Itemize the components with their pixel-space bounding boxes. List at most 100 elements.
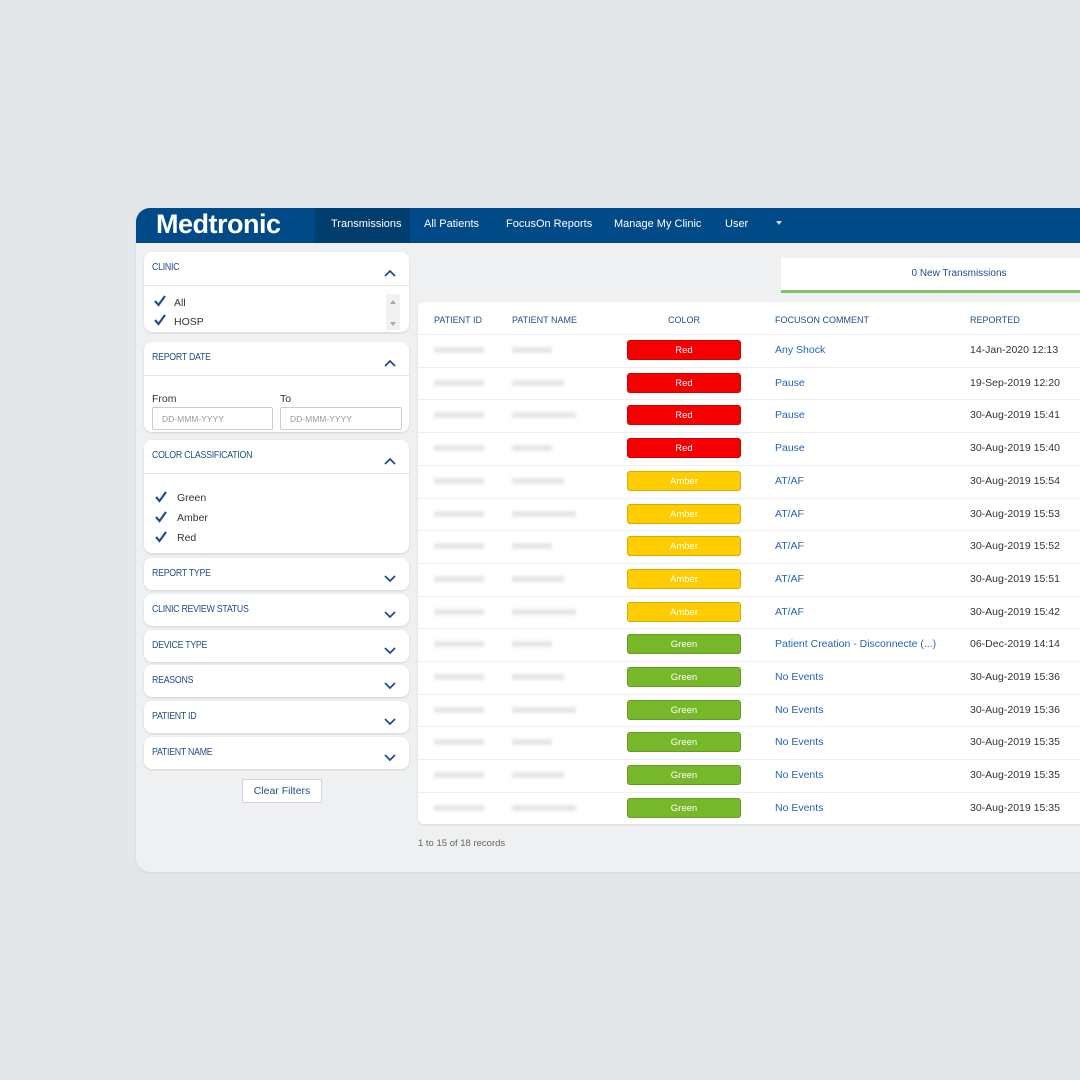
blurred-name [512,510,576,517]
color-badge: Green [627,797,741,818]
badge-label: Amber [670,541,698,553]
date-input[interactable]: DD-MMM-YYYY [280,407,402,430]
blurred-id [434,706,484,713]
panel-title: REASONS [152,675,194,686]
blurred-name [512,706,576,713]
comment[interactable]: AT/AF [775,540,804,553]
filter-panel[interactable]: REASONS [144,665,409,697]
checkbox [154,530,168,549]
panel-title: CLINIC REVIEW STATUS [152,604,249,615]
blurred-id [434,477,484,484]
color-badge: Green [627,732,741,753]
scroll-down [390,322,396,326]
comment[interactable]: No Events [775,736,824,749]
comment[interactable]: Patient Creation - Disconnecte (...) [775,638,937,651]
filter-panel[interactable]: CLINIC All HOSP [144,252,409,332]
column-header[interactable]: PATIENT NAME [512,315,578,325]
nav-item[interactable]: All Patients [424,218,480,230]
nav-item[interactable]: User [725,218,749,230]
nav-item[interactable]: FocusOn Reports [506,218,593,230]
filter-panel[interactable]: REPORT DATE From To DD-MMM-YYYY DD-MMM-YYYY [144,342,409,432]
checkbox-label: HOSP [174,316,204,328]
row-divider [418,628,1080,630]
comment[interactable]: No Events [775,769,824,782]
app-window: Medtronic Transmissions All Patients FocusO… [136,208,1080,872]
blurred-name [512,575,564,582]
checkbox-label: Green [177,492,207,504]
checkbox [154,510,168,529]
comment[interactable]: AT/AF [775,605,804,618]
row-divider [418,399,1080,401]
nav-item[interactable]: Transmissions [331,218,402,230]
badge-label: Green [670,737,698,749]
logo: Medtronic [156,209,281,239]
blurred-id [434,347,484,353]
nav-item[interactable]: Manage My Clinic [614,218,702,230]
reported: 30-Aug-2019 15:40 [970,442,1060,455]
column-header[interactable]: FOCUSON COMMENT [775,315,869,325]
panel-title: COLOR CLASSIFICATION [152,450,253,461]
filter-panel[interactable]: CLINIC REVIEW STATUS [144,594,409,626]
reported: 30-Aug-2019 15:41 [970,409,1060,422]
row-divider [418,497,1080,499]
blurred-name [512,379,564,386]
comment[interactable]: Pause [775,376,805,389]
reported: 30-Aug-2019 15:35 [970,801,1060,814]
row-divider [418,759,1080,761]
record-count: 1 to 15 of 18 records [418,838,506,849]
checkbox-label: Red [177,532,197,544]
nav-active-bg [315,208,410,243]
blurred-name [512,641,552,648]
column-header[interactable]: COLOR [667,315,700,325]
comment[interactable]: AT/AF [775,572,804,585]
filter-panel[interactable]: REPORT TYPE [144,558,409,590]
reported: 30-Aug-2019 15:35 [970,736,1060,749]
badge-label: Amber [670,606,698,618]
transmissions-tab[interactable]: 0 New Transmissions [781,258,1080,293]
reported: 30-Aug-2019 15:52 [970,540,1060,553]
filter-panel[interactable]: DEVICE TYPE [144,630,409,662]
reported: 30-Aug-2019 15:53 [970,507,1060,520]
blurred-id [434,575,484,582]
comment[interactable]: AT/AF [775,507,804,520]
chevron-down [384,677,396,695]
top-nav: Medtronic Transmissions All Patients FocusO… [136,208,1080,243]
panel-title: PATIENT NAME [152,747,213,758]
button-label: Clear Filters [253,785,311,797]
divider [144,285,409,286]
chevron-down [384,749,396,767]
column-header[interactable]: PATIENT ID [434,315,483,325]
column-header[interactable]: REPORTED [970,315,1020,325]
panel-title: CLINIC [152,262,180,273]
color-badge: Amber [627,601,741,622]
comment[interactable]: No Events [775,703,824,716]
blurred-name [512,477,564,484]
filter-panel[interactable]: PATIENT NAME [144,737,409,769]
comment[interactable]: Pause [775,409,805,422]
comment[interactable]: AT/AF [775,474,804,487]
reported: 30-Aug-2019 15:42 [970,605,1060,618]
scrollbar [386,294,400,330]
color-badge: Red [627,340,741,360]
filter-panel[interactable]: COLOR CLASSIFICATION Green Amber Red [144,440,409,553]
comment[interactable]: No Events [775,801,824,814]
blurred-id [434,412,484,419]
color-badge: Amber [627,470,741,491]
comment[interactable]: Pause [775,442,805,455]
clear-filters-button[interactable]: Clear Filters [242,779,322,803]
blurred-name [512,739,552,746]
blurred-name [512,543,552,550]
badge-label: Red [675,410,693,422]
from-label: From [152,393,177,405]
blurred-id [434,739,484,746]
date-input[interactable]: DD-MMM-YYYY [152,407,273,430]
reported: 30-Aug-2019 15:51 [970,572,1060,585]
comment[interactable]: Any Shock [775,344,826,356]
blurred-id [434,543,484,550]
badge-label: Red [675,377,693,389]
comment[interactable]: No Events [775,671,824,683]
row-divider [418,693,1080,695]
filter-panel[interactable]: PATIENT ID [144,701,409,733]
reported: 06-Dec-2019 14:14 [970,638,1060,651]
